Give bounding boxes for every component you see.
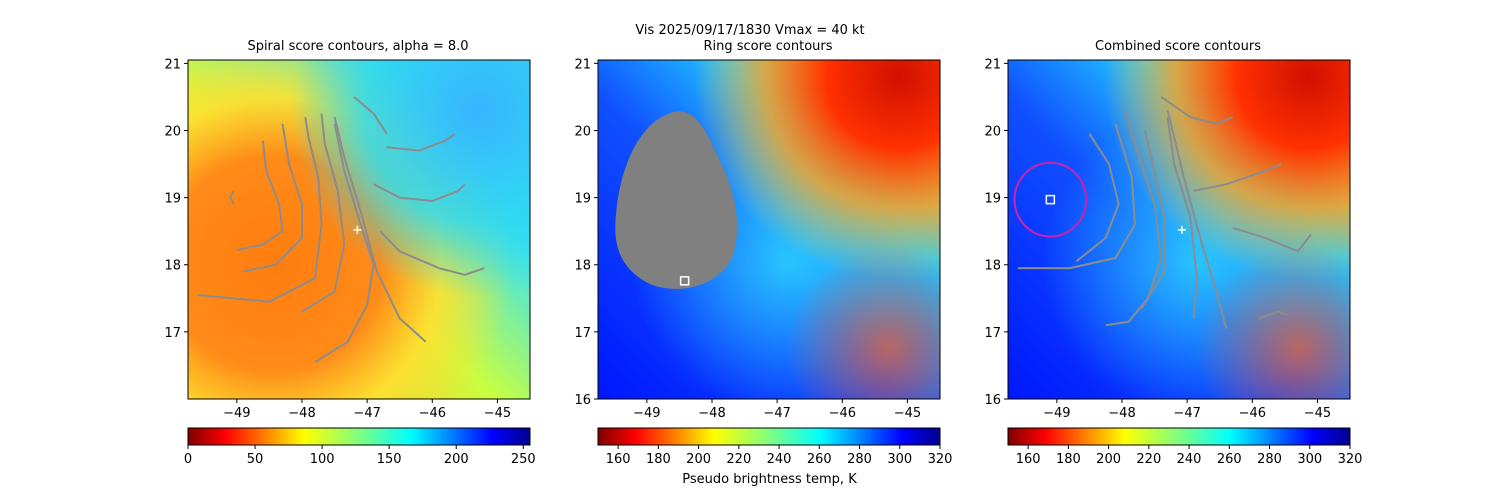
colorbar-tick-label: 280 <box>847 452 872 467</box>
colorbar-tick-label: 220 <box>726 452 751 467</box>
y-tick-label: 20 <box>574 124 591 139</box>
x-tick-label: −47 <box>1173 406 1200 421</box>
ring-mask-region <box>615 111 738 289</box>
colorbar-tick-label: 200 <box>1096 452 1121 467</box>
score-contour-line <box>229 190 235 205</box>
y-tick-label: 19 <box>164 192 181 207</box>
colorbar-tick-label: 180 <box>1056 452 1081 467</box>
y-tick-label: 17 <box>164 326 181 341</box>
score-contour-line <box>1166 116 1198 319</box>
x-tick-label: −49 <box>1043 406 1070 421</box>
colorbar-tick-label: 320 <box>1338 452 1363 467</box>
ring-fit-circle <box>1013 161 1088 238</box>
chart-marks: −49 −48 −47 −46 −45 17 18 19 20 21 0 50 100 150 200 250… <box>164 57 1362 467</box>
score-contour-line <box>236 140 284 251</box>
score-contour-line <box>1075 133 1120 263</box>
x-tick-label: −46 <box>1239 406 1266 421</box>
score-contour-line <box>1140 130 1166 309</box>
panel-3-title: Combined score contours <box>1095 39 1261 54</box>
colorbar-2 <box>597 427 941 446</box>
panel-1-frame <box>187 59 531 400</box>
colorbar-tick-label: 320 <box>928 452 953 467</box>
y-tick-label: 19 <box>574 192 591 207</box>
score-contour-line <box>1160 96 1234 125</box>
score-contour-line <box>197 116 323 303</box>
score-contour-line <box>1258 310 1289 320</box>
center-square-marker <box>1045 194 1056 205</box>
colorbar-tick-label: 240 <box>767 452 792 467</box>
x-tick-label: −46 <box>419 406 446 421</box>
colorbar-tick-label: 160 <box>606 452 631 467</box>
y-tick-label: 20 <box>984 124 1001 139</box>
colorbar-tick-label: 280 <box>1257 452 1282 467</box>
score-contour-line <box>1017 123 1136 270</box>
y-tick-label: 18 <box>984 259 1001 274</box>
y-tick-label: 17 <box>574 326 591 341</box>
y-tick-label: 21 <box>574 57 591 72</box>
colorbar-tick-label: 220 <box>1136 452 1161 467</box>
panel-3-contours <box>1017 96 1312 329</box>
center-square-marker <box>679 276 690 286</box>
x-tick-label: −47 <box>353 406 380 421</box>
x-tick-label: −49 <box>223 406 250 421</box>
score-contour-line <box>1193 163 1282 192</box>
y-tick-label: 17 <box>984 326 1001 341</box>
colorbar-tick-label: 160 <box>1016 452 1041 467</box>
score-contour-line <box>243 123 303 273</box>
x-tick-label: −47 <box>763 406 790 421</box>
panel-1-title: Spiral score contours, alpha = 8.0 <box>247 39 469 54</box>
colorbar-tick-label: 250 <box>511 452 536 467</box>
panel-2-frame <box>597 59 941 400</box>
colorbar-tick-label: 260 <box>1217 452 1242 467</box>
score-contour-line <box>1232 226 1312 253</box>
center-plus-marker <box>353 225 362 234</box>
score-contour-line <box>333 116 427 343</box>
colorbar-tick-label: 240 <box>1177 452 1202 467</box>
colorbar-tick-label: 100 <box>310 452 335 467</box>
colorbar-1 <box>187 427 531 446</box>
panel-2-title: Ring score contours <box>703 39 833 54</box>
colorbar-tick-label: 50 <box>247 452 264 467</box>
y-tick-label: 20 <box>164 124 181 139</box>
panel-3-frame <box>1007 59 1351 400</box>
figure-suptitle: Vis 2025/09/17/1830 Vmax = 40 kt <box>635 23 865 38</box>
score-contour-line <box>301 113 346 313</box>
panel-3-image <box>1008 60 1350 399</box>
x-tick-label: −45 <box>484 406 511 421</box>
y-tick-label: 19 <box>984 192 1001 207</box>
x-tick-label: −49 <box>633 406 660 421</box>
score-contour-line <box>1105 110 1163 327</box>
x-tick-label: −48 <box>698 406 725 421</box>
y-tick-label: 21 <box>984 57 1001 72</box>
y-tick-label: 16 <box>984 393 1001 408</box>
score-contour-line <box>373 183 466 202</box>
colorbar-tick-label: 0 <box>184 452 192 467</box>
x-tick-label: −48 <box>288 406 315 421</box>
score-contour-line <box>353 96 388 135</box>
y-tick-label: 18 <box>574 259 591 274</box>
x-tick-label: −45 <box>894 406 921 421</box>
colorbar-tick-label: 300 <box>1297 452 1322 467</box>
score-contour-line <box>379 230 485 276</box>
y-tick-label: 21 <box>164 57 181 72</box>
panel-1-contours <box>197 96 485 363</box>
colorbar-tick-label: 180 <box>646 452 671 467</box>
colorbar-3 <box>1007 427 1351 446</box>
y-tick-label: 16 <box>574 393 591 408</box>
x-tick-label: −48 <box>1108 406 1135 421</box>
x-tick-label: −46 <box>829 406 856 421</box>
colorbar-tick-label: 200 <box>444 452 469 467</box>
colorbar-tick-label: 260 <box>807 452 832 467</box>
y-tick-label: 18 <box>164 259 181 274</box>
colorbar-tick-label: 200 <box>686 452 711 467</box>
colorbar-tick-label: 300 <box>887 452 912 467</box>
score-contour-line <box>386 132 456 152</box>
colorbar-label: Pseudo brightness temp, K <box>682 472 857 487</box>
score-contour-line <box>314 123 375 363</box>
score-contour-line <box>1166 110 1228 329</box>
x-tick-label: −45 <box>1304 406 1331 421</box>
colorbar-tick-label: 150 <box>377 452 402 467</box>
center-plus-marker <box>1177 225 1186 234</box>
